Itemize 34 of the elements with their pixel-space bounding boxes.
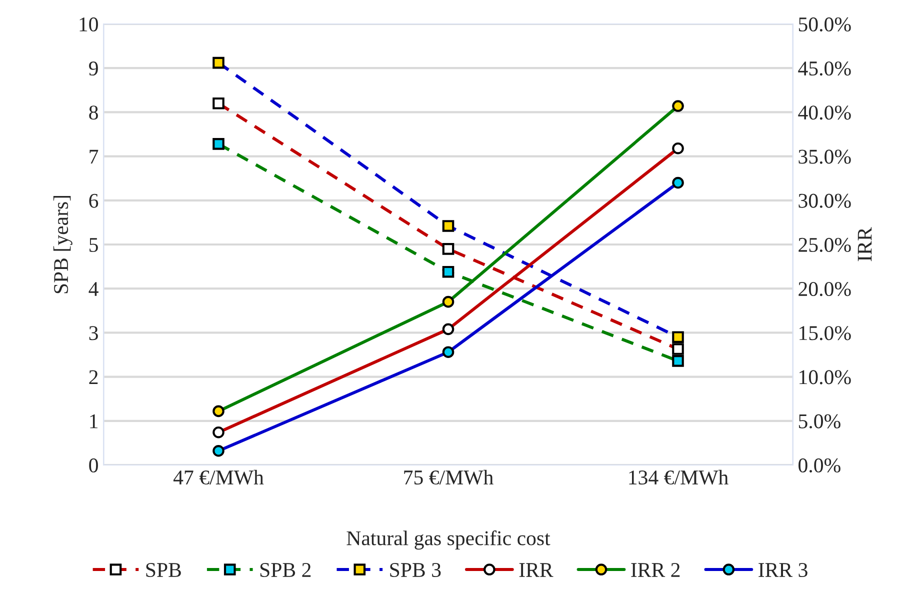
legend-label: SPB 3	[390, 563, 441, 578]
y-tick-label: 9	[89, 62, 98, 76]
y-tick-label: 6	[89, 194, 98, 208]
y-tick-label: 0	[89, 458, 98, 472]
y2-tick-label: 45.0%	[798, 61, 851, 76]
legend-label: IRR 2	[631, 563, 680, 577]
y-tick-label: 7	[90, 150, 98, 164]
y-tick-label: 4	[88, 282, 98, 296]
y2-tick-label: 10.0%	[800, 370, 851, 384]
y-tick-label: 10	[80, 17, 98, 32]
y2-tick-label: 40.0%	[798, 106, 851, 120]
legend-label: IRR 3	[758, 563, 808, 578]
y2-tick-label: 30.0%	[798, 194, 851, 208]
y2-tick-label: 35.0%	[798, 150, 851, 164]
x-tick-label: 47 €/MWh	[173, 470, 264, 485]
y2-tick-label: 20.0%	[798, 282, 851, 296]
y2-tick-label: 15.0%	[800, 326, 851, 340]
legend-label: SPB	[146, 563, 181, 578]
y-tick-label: 1	[90, 414, 98, 428]
y2-tick-label: 0.0%	[798, 458, 840, 473]
y2-tick-label: 5.0%	[798, 414, 840, 428]
x-tick-label: 75 €/MWh	[404, 470, 494, 485]
y-tick-label: 3	[89, 326, 98, 340]
y-tick-label: 8	[89, 106, 98, 120]
x-axis-title: Natural gas specific cost	[346, 530, 550, 550]
y-tick-label: 5	[90, 238, 98, 252]
y2-tick-label: 25.0%	[798, 238, 851, 252]
y2-axis-title: IRR	[858, 227, 872, 262]
legend-label: IRR	[519, 563, 554, 577]
y-axis-title: SPB [years]	[53, 196, 72, 294]
y2-tick-label: 50.0%	[798, 17, 851, 32]
y-tick-label: 2	[89, 370, 98, 384]
legend-label: SPB 2	[260, 563, 311, 578]
x-tick-label: 134 €/MWh	[629, 470, 728, 485]
